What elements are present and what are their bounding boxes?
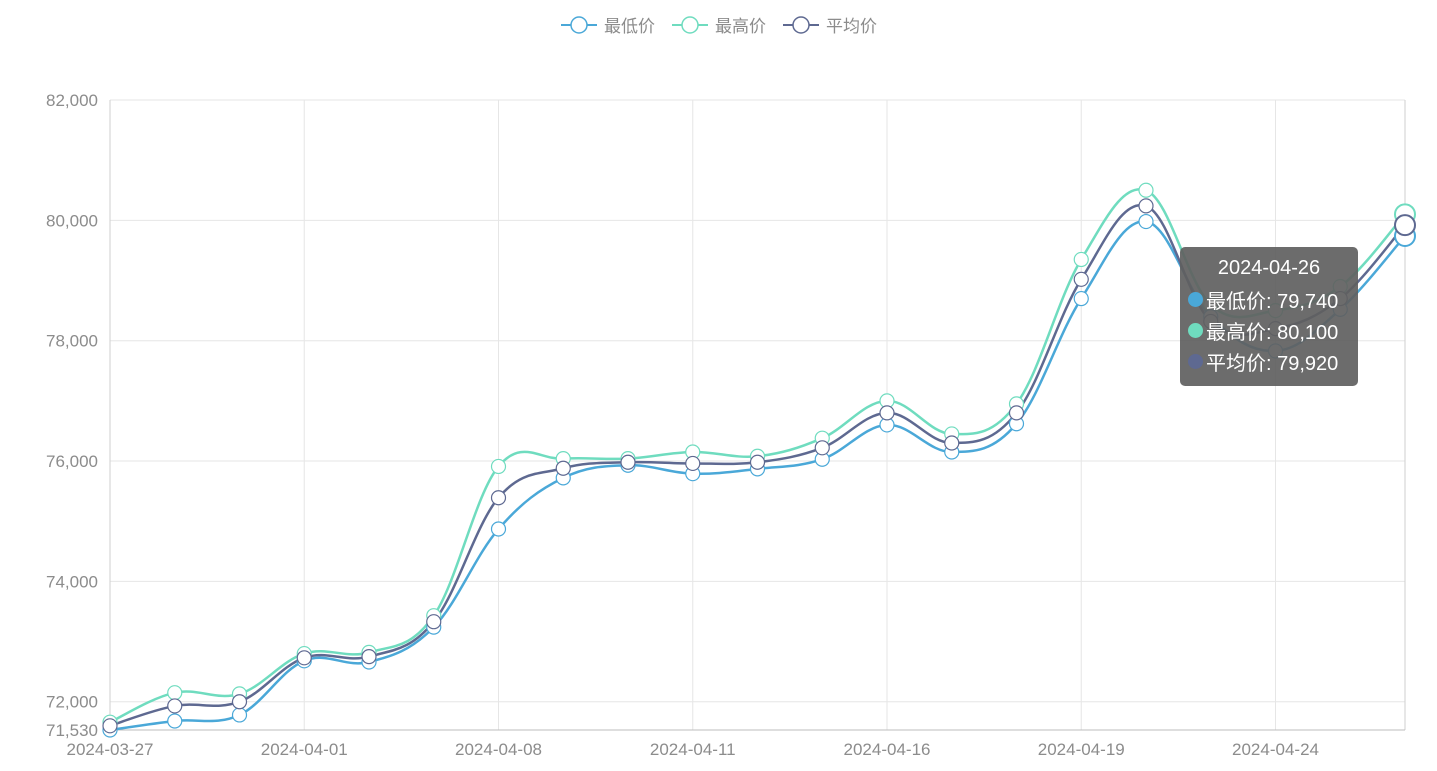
tooltip-row-label: 平均价: 79,920 <box>1206 353 1339 375</box>
data-point[interactable] <box>555 460 571 476</box>
x-tick-label: 2024-03-27 <box>67 740 154 759</box>
series-dot-icon <box>1188 292 1203 307</box>
data-point[interactable] <box>167 698 183 714</box>
legend-item-avg[interactable]: 平均价 <box>782 12 877 37</box>
x-tick-label: 2024-04-11 <box>650 740 736 759</box>
x-tick-label: 2024-04-16 <box>844 740 931 759</box>
data-point[interactable] <box>231 694 248 710</box>
chart-tooltip: 2024-04-26 最低价: 79,740 最高价: 80,100 平均价: … <box>1180 247 1358 386</box>
tooltip-row-label: 最高价: 80,100 <box>1206 322 1339 344</box>
tooltip-date: 2024-04-26 <box>1217 257 1321 279</box>
data-point[interactable] <box>1073 290 1089 307</box>
data-point[interactable] <box>1138 198 1154 214</box>
legend-label: 最低价 <box>604 17 655 36</box>
data-point[interactable] <box>814 440 830 456</box>
data-point[interactable] <box>944 435 960 451</box>
data-point[interactable] <box>490 490 507 506</box>
x-tick-label: 2024-04-08 <box>455 740 542 759</box>
data-point[interactable] <box>879 405 895 421</box>
data-point[interactable] <box>1138 213 1154 230</box>
legend-label: 平均价 <box>826 17 877 36</box>
y-tick-label: 80,000 <box>46 211 98 230</box>
data-point[interactable] <box>1073 251 1089 268</box>
x-tick-label: 2024-04-24 <box>1232 740 1319 759</box>
y-tick-label: 76,000 <box>46 452 98 471</box>
data-point[interactable] <box>1008 405 1025 421</box>
data-point[interactable] <box>167 685 183 701</box>
series-dot-icon <box>1188 323 1203 338</box>
data-point[interactable] <box>490 458 507 475</box>
data-point[interactable] <box>1073 271 1089 287</box>
data-point[interactable] <box>167 713 183 729</box>
data-point[interactable] <box>361 648 377 665</box>
y-tick-label: 74,000 <box>46 572 98 591</box>
data-point[interactable] <box>426 614 442 630</box>
x-tick-label: 2024-04-19 <box>1038 740 1125 759</box>
y-tick-label: 71,530 <box>46 721 98 740</box>
tooltip-row-high: 最高价: 80,100 <box>1180 315 1358 346</box>
data-point[interactable] <box>1138 182 1154 198</box>
legend-line-marker-icon <box>561 15 597 34</box>
legend-line-marker-icon <box>672 15 708 34</box>
legend-item-high[interactable]: 最高价 <box>671 12 766 37</box>
data-point[interactable] <box>231 707 248 723</box>
legend-label: 最高价 <box>715 17 766 36</box>
data-point[interactable] <box>1394 214 1416 237</box>
legend-item-low[interactable]: 最低价 <box>560 12 655 37</box>
series-dot-icon <box>1188 354 1203 369</box>
data-point[interactable] <box>749 454 766 470</box>
y-tick-label: 78,000 <box>46 332 98 351</box>
x-tick-label: 2024-04-01 <box>261 740 348 759</box>
data-point[interactable] <box>296 650 312 666</box>
grid-lines <box>110 99 1405 730</box>
axes: 71,530 72,000 74,000 76,000 78,000 80,000 82,0… <box>46 91 1406 759</box>
chart-legend: 最低价 最高价 平均价 <box>0 12 1437 37</box>
tooltip-row-label: 最低价: 79,740 <box>1206 291 1339 313</box>
data-point[interactable] <box>102 718 118 734</box>
y-tick-label: 82,000 <box>46 91 98 110</box>
data-point[interactable] <box>490 521 507 537</box>
tooltip-row-avg: 平均价: 79,920 <box>1180 346 1358 377</box>
data-point[interactable] <box>620 454 636 470</box>
data-point[interactable] <box>685 455 701 472</box>
legend-line-marker-icon <box>783 15 819 34</box>
y-tick-label: 72,000 <box>46 693 98 712</box>
tooltip-row-low: 最低价: 79,740 <box>1180 284 1358 315</box>
